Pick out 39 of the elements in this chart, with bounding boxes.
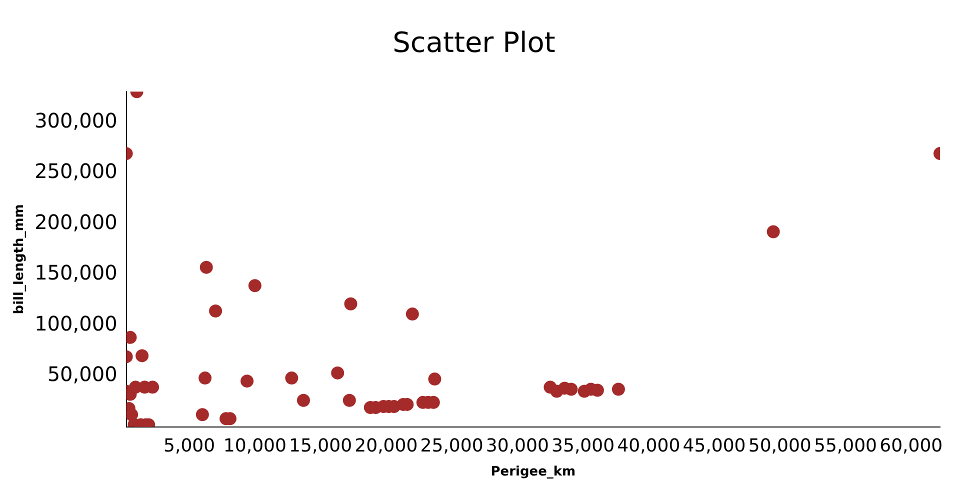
y-tick-label: 150,000	[34, 260, 118, 285]
x-tick-label: 45,000	[682, 435, 746, 456]
point	[406, 308, 419, 321]
x-tick-label: 35,000	[552, 435, 615, 456]
x-tick-label: 25,000	[420, 435, 484, 456]
y-tick-label: 50,000	[47, 362, 118, 386]
x-tick-label: 40,000	[617, 435, 680, 456]
x-tick-label: 5,000	[164, 435, 216, 456]
x-tick-label: 30,000	[486, 435, 549, 456]
chart-title: Scatter Plot	[392, 26, 556, 60]
y-tick-label: 100,000	[34, 311, 118, 336]
x-tick-label: 15,000	[289, 435, 352, 456]
point	[200, 260, 213, 274]
y-tick-label: 300,000	[34, 108, 118, 132]
point	[126, 408, 138, 422]
x-tick-label: 55,000	[814, 435, 877, 456]
y-axis-title: bill_length_mm	[12, 204, 28, 314]
point	[428, 372, 442, 386]
point	[240, 374, 254, 388]
point	[198, 372, 212, 385]
x-tick-label: 60,000	[880, 435, 943, 456]
point	[136, 349, 149, 362]
point	[342, 394, 356, 407]
point	[196, 408, 209, 422]
point	[296, 394, 310, 407]
point	[248, 279, 262, 292]
point	[564, 382, 578, 396]
y-tick-label: 250,000	[34, 159, 118, 184]
point	[766, 225, 780, 238]
point	[612, 382, 625, 396]
point	[209, 304, 222, 318]
x-tick-label: 20,000	[354, 435, 418, 456]
y-tick-label: 200,000	[34, 210, 118, 234]
point	[285, 372, 298, 385]
x-axis-title: Perigee_km	[490, 464, 576, 480]
x-tick-label: 50,000	[748, 435, 812, 456]
point	[344, 297, 358, 310]
x-tick-label: 10,000	[223, 435, 286, 456]
point	[331, 366, 344, 380]
